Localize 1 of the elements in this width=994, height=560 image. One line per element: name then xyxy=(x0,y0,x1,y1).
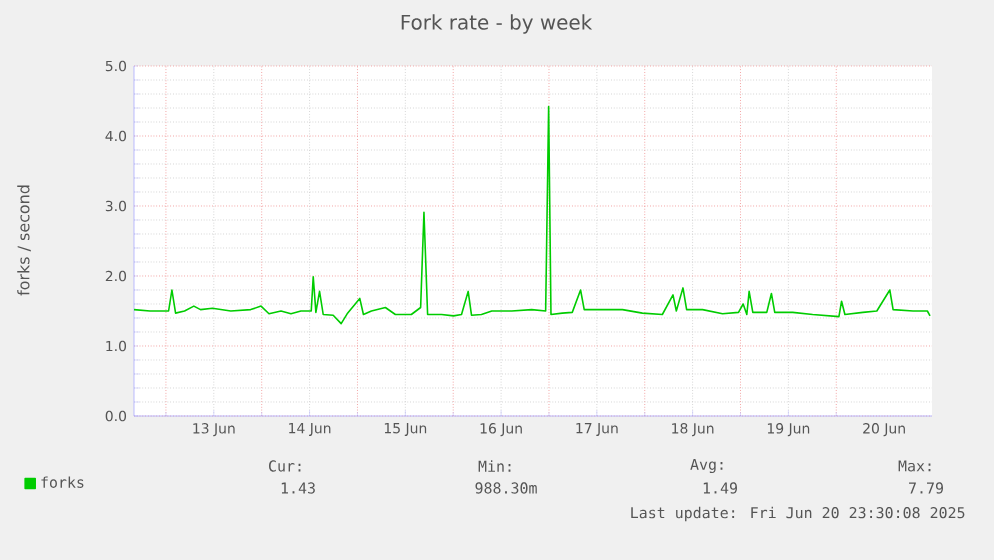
chart-title: Fork rate - by week xyxy=(401,14,593,34)
